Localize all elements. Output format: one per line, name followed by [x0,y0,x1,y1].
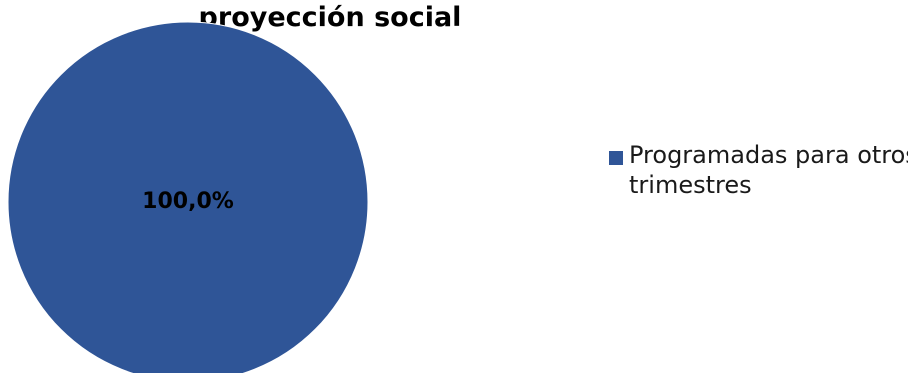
pie-data-labels: 100,0% [142,189,234,214]
chart-legend: Programadas para otros trimestres [609,140,908,200]
pie-data-label: 100,0% [142,189,234,214]
pie-slices [7,21,369,373]
legend-label: Programadas para otros trimestres [629,141,908,199]
pie-slice [7,21,369,373]
chart-title: proyección social [198,2,462,33]
legend-swatch [609,151,623,165]
